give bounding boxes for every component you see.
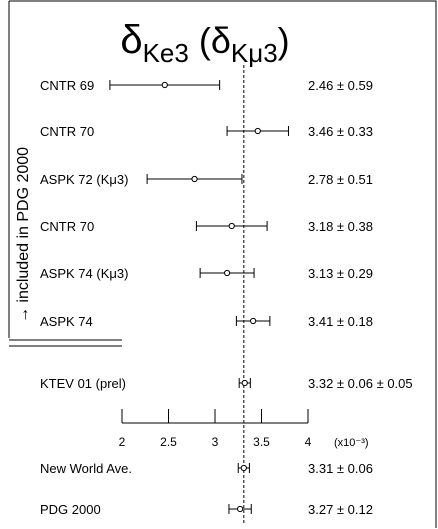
measurement-row: ASPK 72 (Kμ3) 2.78 ± 0.51 [40, 172, 373, 187]
measurement-row-label: CNTR 70 [40, 124, 94, 139]
title-subscript-ke3: Ke3 [143, 38, 189, 68]
measurement-row-value: 3.41 ± 0.18 [308, 314, 373, 329]
x-axis-ticks: 2 2.5 3 3.5 4 [119, 409, 312, 449]
title-paren-close: ) [278, 20, 290, 61]
measurement-row-label: CNTR 69 [40, 78, 94, 93]
x-axis-tick-label: 2 [119, 435, 126, 449]
measurement-row-value: 2.78 ± 0.51 [308, 172, 373, 187]
x-axis-unit-label: (x10⁻³) [334, 437, 369, 449]
measurement-row-point [161, 81, 168, 89]
average-row: New World Ave. 3.31 ± 0.06 [40, 461, 373, 476]
measurement-row-label: KTEV 01 (prel) [40, 376, 126, 391]
title-delta: δ [120, 18, 142, 62]
measurement-row-value: 3.46 ± 0.33 [308, 124, 373, 139]
measurement-row: ASPK 74 (Kμ3) 3.13 ± 0.29 [40, 266, 373, 281]
measurement-row-point [250, 317, 257, 325]
measurement-row-label: ASPK 74 [40, 314, 93, 329]
measurement-row-value: 2.46 ± 0.59 [308, 78, 373, 93]
average-row-value: 3.31 ± 0.06 [308, 461, 373, 476]
measurement-row-label: ASPK 74 (Kμ3) [40, 266, 128, 281]
measurement-row-point [241, 379, 248, 387]
chart-title: δKe3 (δKμ3) [120, 18, 289, 68]
measurement-row-value: 3.18 ± 0.38 [308, 219, 373, 234]
included-in-pdg-label: → included in PDG 2000 [15, 147, 32, 323]
measurement-row-point [223, 269, 231, 277]
measurement-row-point [228, 222, 235, 230]
measurement-row: KTEV 01 (prel) 3.32 ± 0.06 ± 0.05 [40, 376, 413, 391]
x-axis-tick-label: 2.5 [160, 435, 177, 449]
x-axis-tick-label: 4 [305, 435, 312, 449]
average-row-label: New World Ave. [40, 461, 132, 476]
measurement-row-label: ASPK 72 (Kμ3) [40, 172, 128, 187]
chart-frame [8, 0, 437, 528]
x-axis-tick-label: 3 [212, 435, 219, 449]
measurement-row: CNTR 70 3.46 ± 0.33 [40, 124, 373, 139]
measurement-row: CNTR 69 2.46 ± 0.59 [40, 78, 373, 93]
measurement-row-point [191, 175, 198, 183]
average-row-point [237, 505, 244, 513]
measurement-row-value: 3.13 ± 0.29 [308, 266, 373, 281]
title-paren-open: (δ [189, 20, 231, 61]
measurement-row: CNTR 70 3.18 ± 0.38 [40, 219, 373, 234]
average-row-label: PDG 2000 [40, 502, 101, 517]
measurement-row-value: 3.32 ± 0.06 ± 0.05 [308, 376, 413, 391]
measurement-row: ASPK 74 3.41 ± 0.18 [40, 314, 373, 329]
average-row: PDG 2000 3.27 ± 0.12 [40, 502, 373, 517]
average-row-value: 3.27 ± 0.12 [308, 502, 373, 517]
average-row-point [240, 464, 247, 472]
measurement-rows: CNTR 69 2.46 ± 0.59 CNTR 70 3.46 ± 0.33 ASPK… [40, 78, 413, 517]
measurement-row-label: CNTR 70 [40, 219, 94, 234]
x-axis-tick-label: 3.5 [253, 435, 270, 449]
measurement-row-point [254, 127, 261, 135]
title-subscript-kmu3: Kμ3 [231, 38, 278, 68]
